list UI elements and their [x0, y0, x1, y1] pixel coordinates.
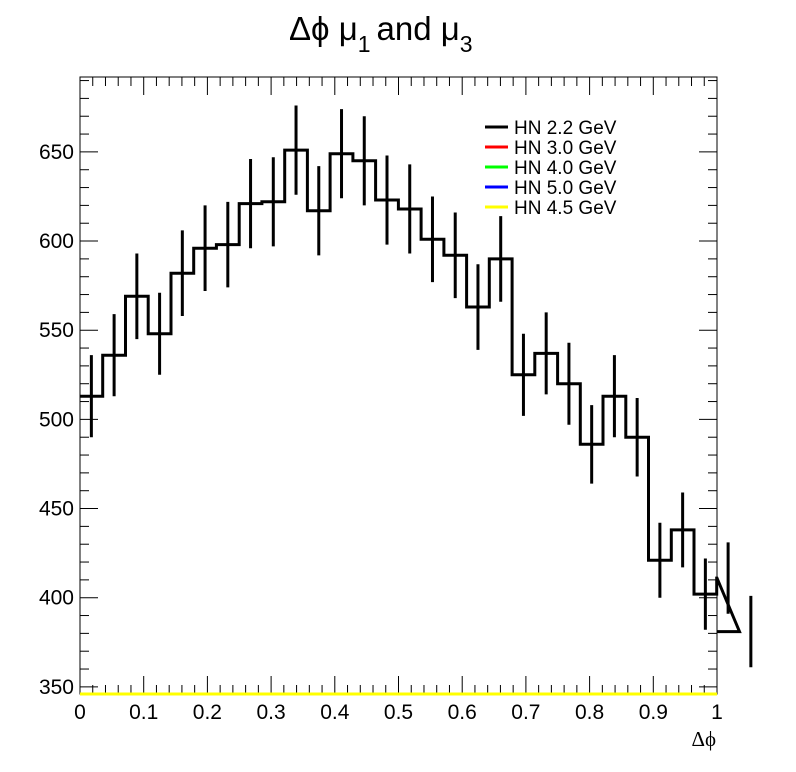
x-tick-label: 0.5	[384, 701, 413, 724]
y-tick-label: 350	[39, 676, 74, 699]
legend-label: HN 3.0 GeV	[514, 138, 617, 159]
legend-label: HN 4.5 GeV	[514, 198, 617, 219]
x-tick-label: 0.7	[511, 701, 540, 724]
title-sub-3: 3	[460, 31, 473, 57]
x-tick-label: 0.4	[320, 701, 350, 724]
series-step-line	[80, 148, 742, 634]
chart-title: Δϕ μ1 and μ3	[289, 10, 473, 57]
title-sub-1: 1	[358, 31, 371, 57]
x-tick-label: 0.6	[448, 701, 477, 724]
x-tick-label: 0.8	[575, 701, 604, 724]
x-tick-label: 1	[711, 701, 723, 724]
y-tick-label: 500	[39, 408, 74, 431]
x-tick-label: 0.9	[639, 701, 668, 724]
legend-label: HN 4.0 GeV	[514, 158, 617, 179]
legend-label: HN 5.0 GeV	[514, 178, 617, 199]
x-tick-label: 0	[74, 701, 86, 724]
x-axis-title: Δϕ	[691, 727, 716, 751]
y-tick-labels: 350 400 450 500 550 600 650	[39, 141, 74, 699]
y-tick-label: 650	[39, 141, 74, 164]
legend-label: HN 2.2 GeV	[514, 118, 617, 139]
y-tick-label: 450	[39, 498, 74, 521]
axis-ticks	[79, 77, 718, 694]
x-tick-label: 0.3	[256, 701, 285, 724]
series-layer	[80, 105, 753, 696]
y-tick-label: 550	[39, 319, 74, 342]
plot-frame	[79, 76, 718, 695]
x-tick-labels: 0 0.1 0.2 0.3 0.4 0.5 0.6 0.7 0.8 0.9 1	[74, 701, 723, 724]
x-tick-label: 0.2	[193, 701, 222, 724]
y-tick-label: 400	[39, 587, 74, 610]
x-tick-label: 0.1	[129, 701, 158, 724]
y-tick-label: 600	[39, 230, 74, 253]
title-mid: and μ	[377, 10, 460, 47]
title-lead: Δϕ μ	[289, 10, 358, 47]
